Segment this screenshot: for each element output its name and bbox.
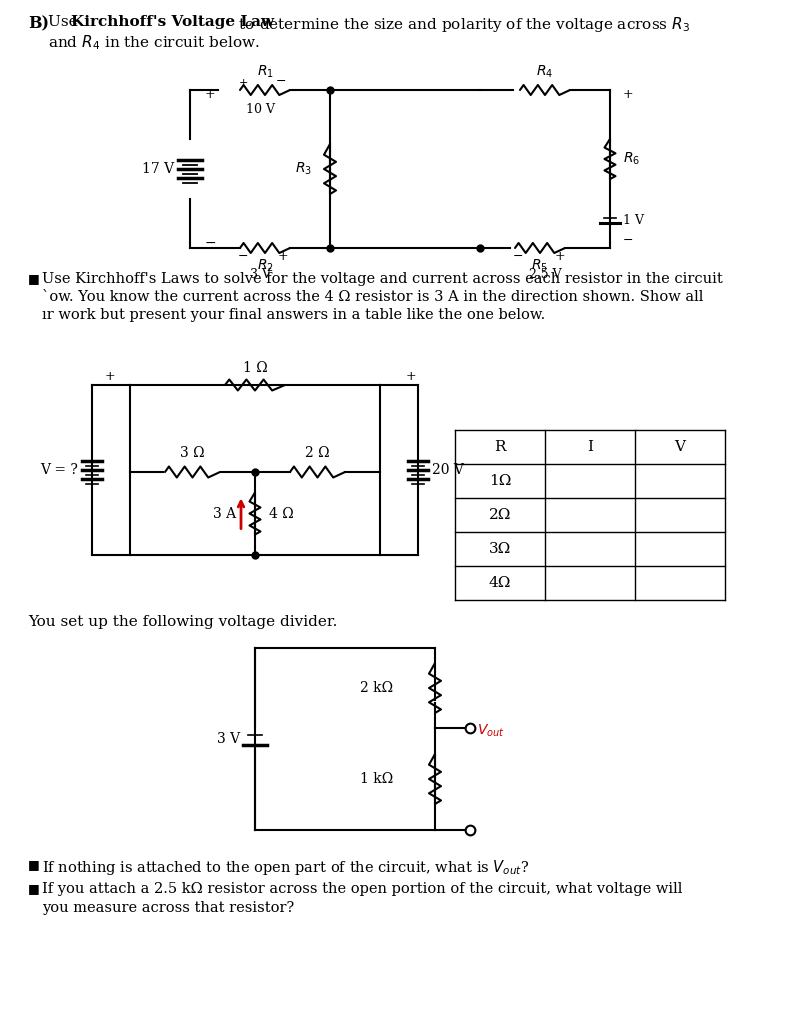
Text: B): B) <box>28 15 49 32</box>
Text: 4 Ω: 4 Ω <box>269 507 294 520</box>
Text: Kirchhoff's Voltage Law: Kirchhoff's Voltage Law <box>71 15 274 29</box>
Text: R: R <box>494 440 505 454</box>
Text: V = ?: V = ? <box>40 463 78 477</box>
Text: If you attach a 2.5 kΩ resistor across the open portion of the circuit, what vol: If you attach a 2.5 kΩ resistor across t… <box>42 882 682 896</box>
Text: 3 V: 3 V <box>249 268 271 281</box>
Text: 3 V: 3 V <box>217 732 240 746</box>
Text: +: + <box>105 371 115 384</box>
Text: +: + <box>205 88 215 101</box>
Text: to determine the size and polarity of the voltage across $R_3$: to determine the size and polarity of th… <box>234 15 690 34</box>
Text: I: I <box>587 440 593 454</box>
Text: +: + <box>554 250 566 263</box>
Text: $R_5$: $R_5$ <box>532 258 549 274</box>
Text: ■: ■ <box>28 882 40 895</box>
Text: ˋow. You know the current across the 4 Ω resistor is 3 A in the direction shown.: ˋow. You know the current across the 4 Ω… <box>42 290 703 304</box>
Text: ır work but present your final answers in a table like the one below.: ır work but present your final answers i… <box>42 308 545 322</box>
Text: 3 Ω: 3 Ω <box>180 446 205 460</box>
Text: 10 V: 10 V <box>245 103 275 116</box>
Text: $R_2$: $R_2$ <box>256 258 273 274</box>
Text: 1 kΩ: 1 kΩ <box>360 772 393 786</box>
Text: +: + <box>623 88 634 101</box>
Text: 3 A: 3 A <box>213 507 236 520</box>
Text: −: − <box>238 250 248 263</box>
Text: 2 Ω: 2 Ω <box>305 446 330 460</box>
Text: $R_3$: $R_3$ <box>295 161 312 177</box>
Text: you measure across that resistor?: you measure across that resistor? <box>42 901 294 915</box>
Text: 1 V: 1 V <box>623 214 644 227</box>
Text: $R_1$: $R_1$ <box>256 63 273 80</box>
Text: +: + <box>406 371 417 384</box>
Text: Use: Use <box>48 15 83 29</box>
Text: −: − <box>623 233 634 247</box>
Text: V: V <box>674 440 686 454</box>
Text: $R_4$: $R_4$ <box>537 63 553 80</box>
Text: ■: ■ <box>28 858 40 871</box>
Text: and $R_4$ in the circuit below.: and $R_4$ in the circuit below. <box>48 33 260 51</box>
Text: 4Ω: 4Ω <box>489 575 511 590</box>
Text: +: + <box>239 78 248 88</box>
Text: 20 V: 20 V <box>432 463 464 477</box>
Text: +: + <box>278 250 288 263</box>
Text: −: − <box>513 250 523 263</box>
Text: 17 V: 17 V <box>142 162 174 176</box>
Text: −: − <box>276 75 286 88</box>
Text: $V_{out}$: $V_{out}$ <box>477 723 505 739</box>
Text: 3Ω: 3Ω <box>489 542 511 556</box>
Text: 2Ω: 2Ω <box>489 508 511 522</box>
Text: 2.5 V: 2.5 V <box>529 268 562 281</box>
Text: You set up the following voltage divider.: You set up the following voltage divider… <box>28 615 337 629</box>
Text: ■: ■ <box>28 272 40 285</box>
Text: Use Kirchhoff's Laws to solve for the voltage and current across each resistor i: Use Kirchhoff's Laws to solve for the vo… <box>42 272 723 286</box>
Text: $R_6$: $R_6$ <box>623 151 640 167</box>
Text: If nothing is attached to the open part of the circuit, what is $V_{out}$?: If nothing is attached to the open part … <box>42 858 529 877</box>
Text: 2 kΩ: 2 kΩ <box>360 681 393 695</box>
Text: 1Ω: 1Ω <box>489 474 511 488</box>
Text: −: − <box>205 236 216 250</box>
Text: 1 Ω: 1 Ω <box>243 361 268 375</box>
